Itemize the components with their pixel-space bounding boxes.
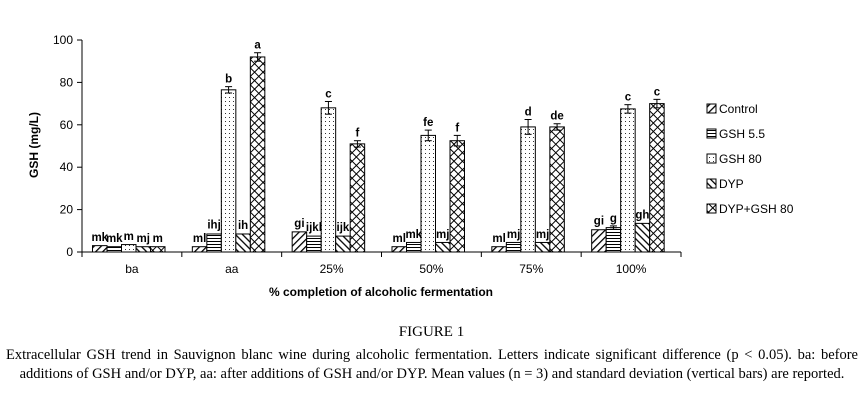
bar	[191, 246, 208, 253]
significance-letter: ih	[238, 220, 248, 232]
legend-swatch	[706, 153, 717, 164]
bar	[649, 103, 665, 253]
significance-letter: fe	[423, 117, 433, 129]
significance-letter: gi	[294, 218, 304, 230]
x-tick-label: 50%	[419, 262, 443, 276]
significance-letter: ml	[393, 233, 406, 245]
significance-letter: gh	[635, 209, 649, 221]
x-tick-label: 75%	[519, 262, 543, 276]
significance-letter: m	[153, 233, 163, 245]
significance-letter: ihj	[207, 220, 220, 232]
significance-letter: c	[325, 88, 332, 100]
bar	[605, 227, 622, 253]
bar	[420, 134, 436, 253]
x-tick-label: aa	[225, 262, 239, 276]
bar	[634, 222, 651, 253]
y-tick-label: 40	[60, 160, 74, 174]
x-tick-label: 100%	[616, 262, 647, 276]
x-axis-title: % completion of alcoholic fermentation	[269, 285, 493, 299]
legend-swatch	[706, 103, 717, 114]
significance-letter: mj	[507, 229, 520, 241]
bar	[349, 143, 366, 253]
bar	[591, 229, 607, 253]
x-tick-label: ba	[125, 262, 139, 276]
significance-letter: ml	[193, 233, 206, 245]
significance-letter: mj	[436, 229, 449, 241]
significance-letter: ml	[492, 233, 505, 245]
bar	[491, 246, 507, 253]
y-tick-label: 20	[60, 203, 74, 217]
bar	[291, 231, 308, 253]
legend-label: DYP	[719, 177, 744, 191]
significance-letter: de	[550, 111, 563, 123]
bar	[391, 246, 407, 253]
significance-letter: m	[124, 231, 134, 243]
significance-letter: f	[455, 122, 459, 134]
y-tick-label: 80	[60, 75, 74, 89]
legend: Control GSH 5.5 GSH 80 DYP DYP+GSH 80	[706, 102, 794, 216]
bar	[135, 246, 151, 253]
bar	[235, 233, 251, 253]
significance-letter: c	[654, 86, 661, 98]
legend-swatch	[706, 178, 717, 189]
bar	[534, 241, 551, 253]
legend-swatch	[706, 203, 717, 214]
significance-letter: mk	[106, 233, 123, 245]
significance-letter: a	[254, 40, 261, 52]
bar	[549, 126, 565, 253]
figure-title: FIGURE 1	[398, 324, 465, 340]
figure-caption: Extracellular GSH trend in Sauvignon bla…	[6, 347, 858, 382]
significance-letter: mk	[405, 229, 422, 241]
bar	[505, 241, 522, 253]
significance-letter: mj	[137, 233, 150, 245]
bars	[92, 52, 665, 253]
bar	[406, 241, 422, 253]
bar	[449, 140, 465, 253]
significance-letter: gi	[594, 216, 604, 228]
legend-label: GSH 5.5	[719, 127, 765, 141]
bar	[206, 233, 222, 253]
y-tick-label: 60	[60, 118, 74, 132]
significance-letter: f	[355, 128, 359, 140]
legend-swatch	[706, 128, 717, 139]
bar	[520, 126, 536, 253]
significance-letter: mk	[91, 232, 108, 244]
y-tick-label: 100	[53, 33, 73, 47]
legend-label: GSH 80	[719, 152, 762, 166]
legend-label: Control	[719, 102, 758, 116]
bar	[435, 241, 451, 253]
significance-letter: ijkl	[306, 222, 322, 234]
bar	[92, 245, 108, 253]
significance-letter: ijk	[337, 222, 350, 234]
bar	[249, 56, 266, 253]
bar	[306, 235, 322, 253]
bar	[220, 89, 237, 253]
bar	[335, 235, 351, 253]
significance-letter: g	[610, 213, 617, 225]
bar	[620, 108, 636, 253]
bar	[106, 246, 122, 253]
bar	[320, 107, 337, 253]
y-tick-label: 0	[66, 245, 73, 259]
bar	[150, 246, 166, 253]
y-axis-title: GSH (mg/L)	[27, 112, 41, 178]
significance-letter: b	[225, 74, 232, 86]
significance-letter: d	[525, 107, 532, 119]
significance-letter: c	[625, 92, 632, 104]
bar	[121, 244, 137, 253]
x-tick-label: 25%	[320, 262, 344, 276]
legend-label: DYP+GSH 80	[719, 202, 794, 216]
significance-letter: mj	[536, 229, 549, 241]
